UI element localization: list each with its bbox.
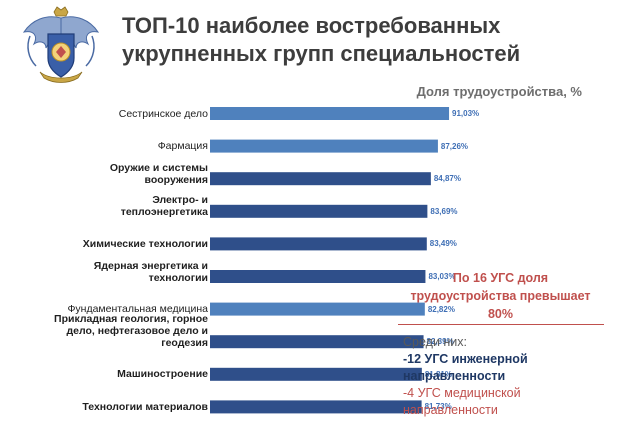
- title-line-2: укрупненных групп специальностей: [122, 41, 521, 66]
- note-medical-line-2: направленности: [403, 403, 498, 417]
- category-label-5: Химические технологии: [82, 237, 208, 250]
- category-label-4: Электро- и теплоэнергетика: [120, 194, 208, 219]
- bar-1: [210, 107, 450, 120]
- callout-text: По 16 УГС доля трудоустройства превышает…: [393, 269, 608, 323]
- bar-7: [210, 302, 425, 316]
- note-medical-line-1: -4 УГС медицинской: [403, 386, 521, 400]
- callout-line-3: 80%: [487, 307, 514, 321]
- title-line-1: ТОП-10 наиболее востребованных: [122, 13, 501, 38]
- callout-line-1: По 16 УГС доля: [452, 271, 549, 285]
- axis-label: Доля трудоустройства, %: [416, 84, 582, 99]
- emblem-logo: [22, 6, 100, 83]
- bar-4: [210, 204, 428, 218]
- note-heading: Среди них:: [403, 335, 468, 349]
- value-label-5: 83,49%: [429, 239, 457, 249]
- category-label-3: Оружие и системы вооружения: [109, 161, 208, 186]
- page-title: ТОП-10 наиболее востребованных укрупненн…: [122, 12, 542, 68]
- value-label-7: 82,82%: [427, 304, 455, 314]
- value-label-2: 87,26%: [440, 141, 469, 151]
- category-label-7: Фундаментальная медицина: [67, 303, 208, 316]
- value-label-1: 91,03%: [452, 109, 480, 118]
- category-label-8: Прикладная геология, горное дело, нефтега…: [54, 313, 208, 350]
- value-label-8: 82,39%: [426, 337, 454, 347]
- value-label-4: 83,69%: [430, 206, 458, 216]
- bar-10: [210, 400, 422, 414]
- note-engineering-line-1: -12 УГС инженерной: [403, 352, 528, 366]
- bar-8: [210, 335, 424, 349]
- breakdown-note: Среди них: -12 УГС инженерной направленн…: [403, 334, 608, 419]
- category-label-9: Машиностроение: [117, 368, 208, 381]
- bar-6: [210, 270, 426, 283]
- value-label-10: 81,73%: [424, 402, 452, 412]
- bar-3: [210, 172, 431, 186]
- bar-9: [210, 367, 422, 381]
- category-label-6: Ядерная энергетика и технологии: [93, 259, 208, 284]
- value-label-3: 84,87%: [433, 174, 461, 184]
- category-label-1: Сестринское дело: [118, 107, 208, 120]
- value-label-6: 83,03%: [428, 272, 456, 281]
- bar-2: [210, 139, 438, 153]
- value-label-9: 81,81%: [424, 369, 452, 379]
- callout-divider: [398, 324, 604, 325]
- bar-5: [210, 237, 427, 251]
- category-label-2: Фармация: [157, 140, 208, 153]
- note-engineering-line-2: направленности: [403, 369, 506, 383]
- category-label-10: Технологии материалов: [82, 400, 208, 413]
- callout-line-2: трудоустройства превышает: [410, 289, 591, 303]
